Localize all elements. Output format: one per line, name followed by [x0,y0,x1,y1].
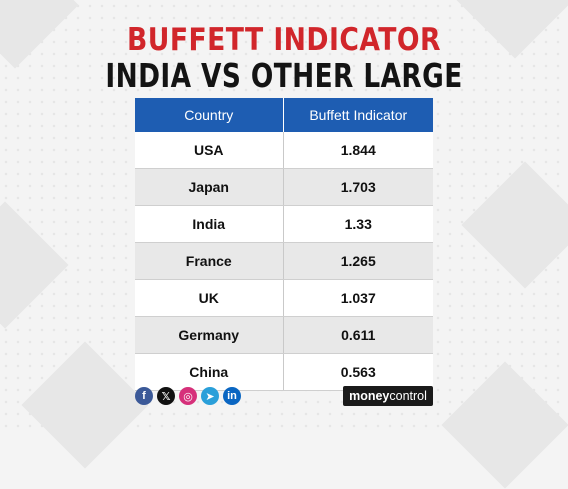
data-table: Country Buffett Indicator USA 1.844 Japa… [135,98,433,391]
country-cell: Germany [135,316,284,354]
country-cell: UK [135,279,284,317]
value-cell: 1.33 [283,205,433,243]
brand-logo: money control [343,386,433,406]
linkedin-icon[interactable]: in [223,387,241,405]
instagram-icon[interactable]: ◎ [179,387,197,405]
table-row: Japan 1.703 [135,168,433,206]
table-row: France 1.265 [135,242,433,280]
value-cell: 0.563 [283,353,433,391]
table-row: UK 1.037 [135,279,433,317]
page-title: BUFFETT INDICATOR [127,22,441,58]
column-header-buffett-indicator: Buffett Indicator [283,98,433,132]
x-icon[interactable]: 𝕏 [157,387,175,405]
country-cell: China [135,353,284,391]
brand-logo-part2: control [389,389,427,403]
facebook-icon[interactable]: f [135,387,153,405]
telegram-icon[interactable]: ➤ [201,387,219,405]
table-row: USA 1.844 [135,132,433,169]
value-cell: 1.703 [283,168,433,206]
country-cell: France [135,242,284,280]
value-cell: 1.037 [283,279,433,317]
table-row: Germany 0.611 [135,316,433,354]
value-cell: 1.265 [283,242,433,280]
value-cell: 1.844 [283,132,433,169]
country-cell: Japan [135,168,284,206]
table-header-row: Country Buffett Indicator [135,98,433,132]
column-header-country: Country [135,98,284,132]
country-cell: India [135,205,284,243]
brand-logo-part1: money [349,389,390,403]
social-links: f 𝕏 ◎ ➤ in [135,387,241,405]
country-cell: USA [135,132,284,169]
table-row: India 1.33 [135,205,433,243]
value-cell: 0.611 [283,316,433,354]
table-row: China 0.563 [135,353,433,391]
